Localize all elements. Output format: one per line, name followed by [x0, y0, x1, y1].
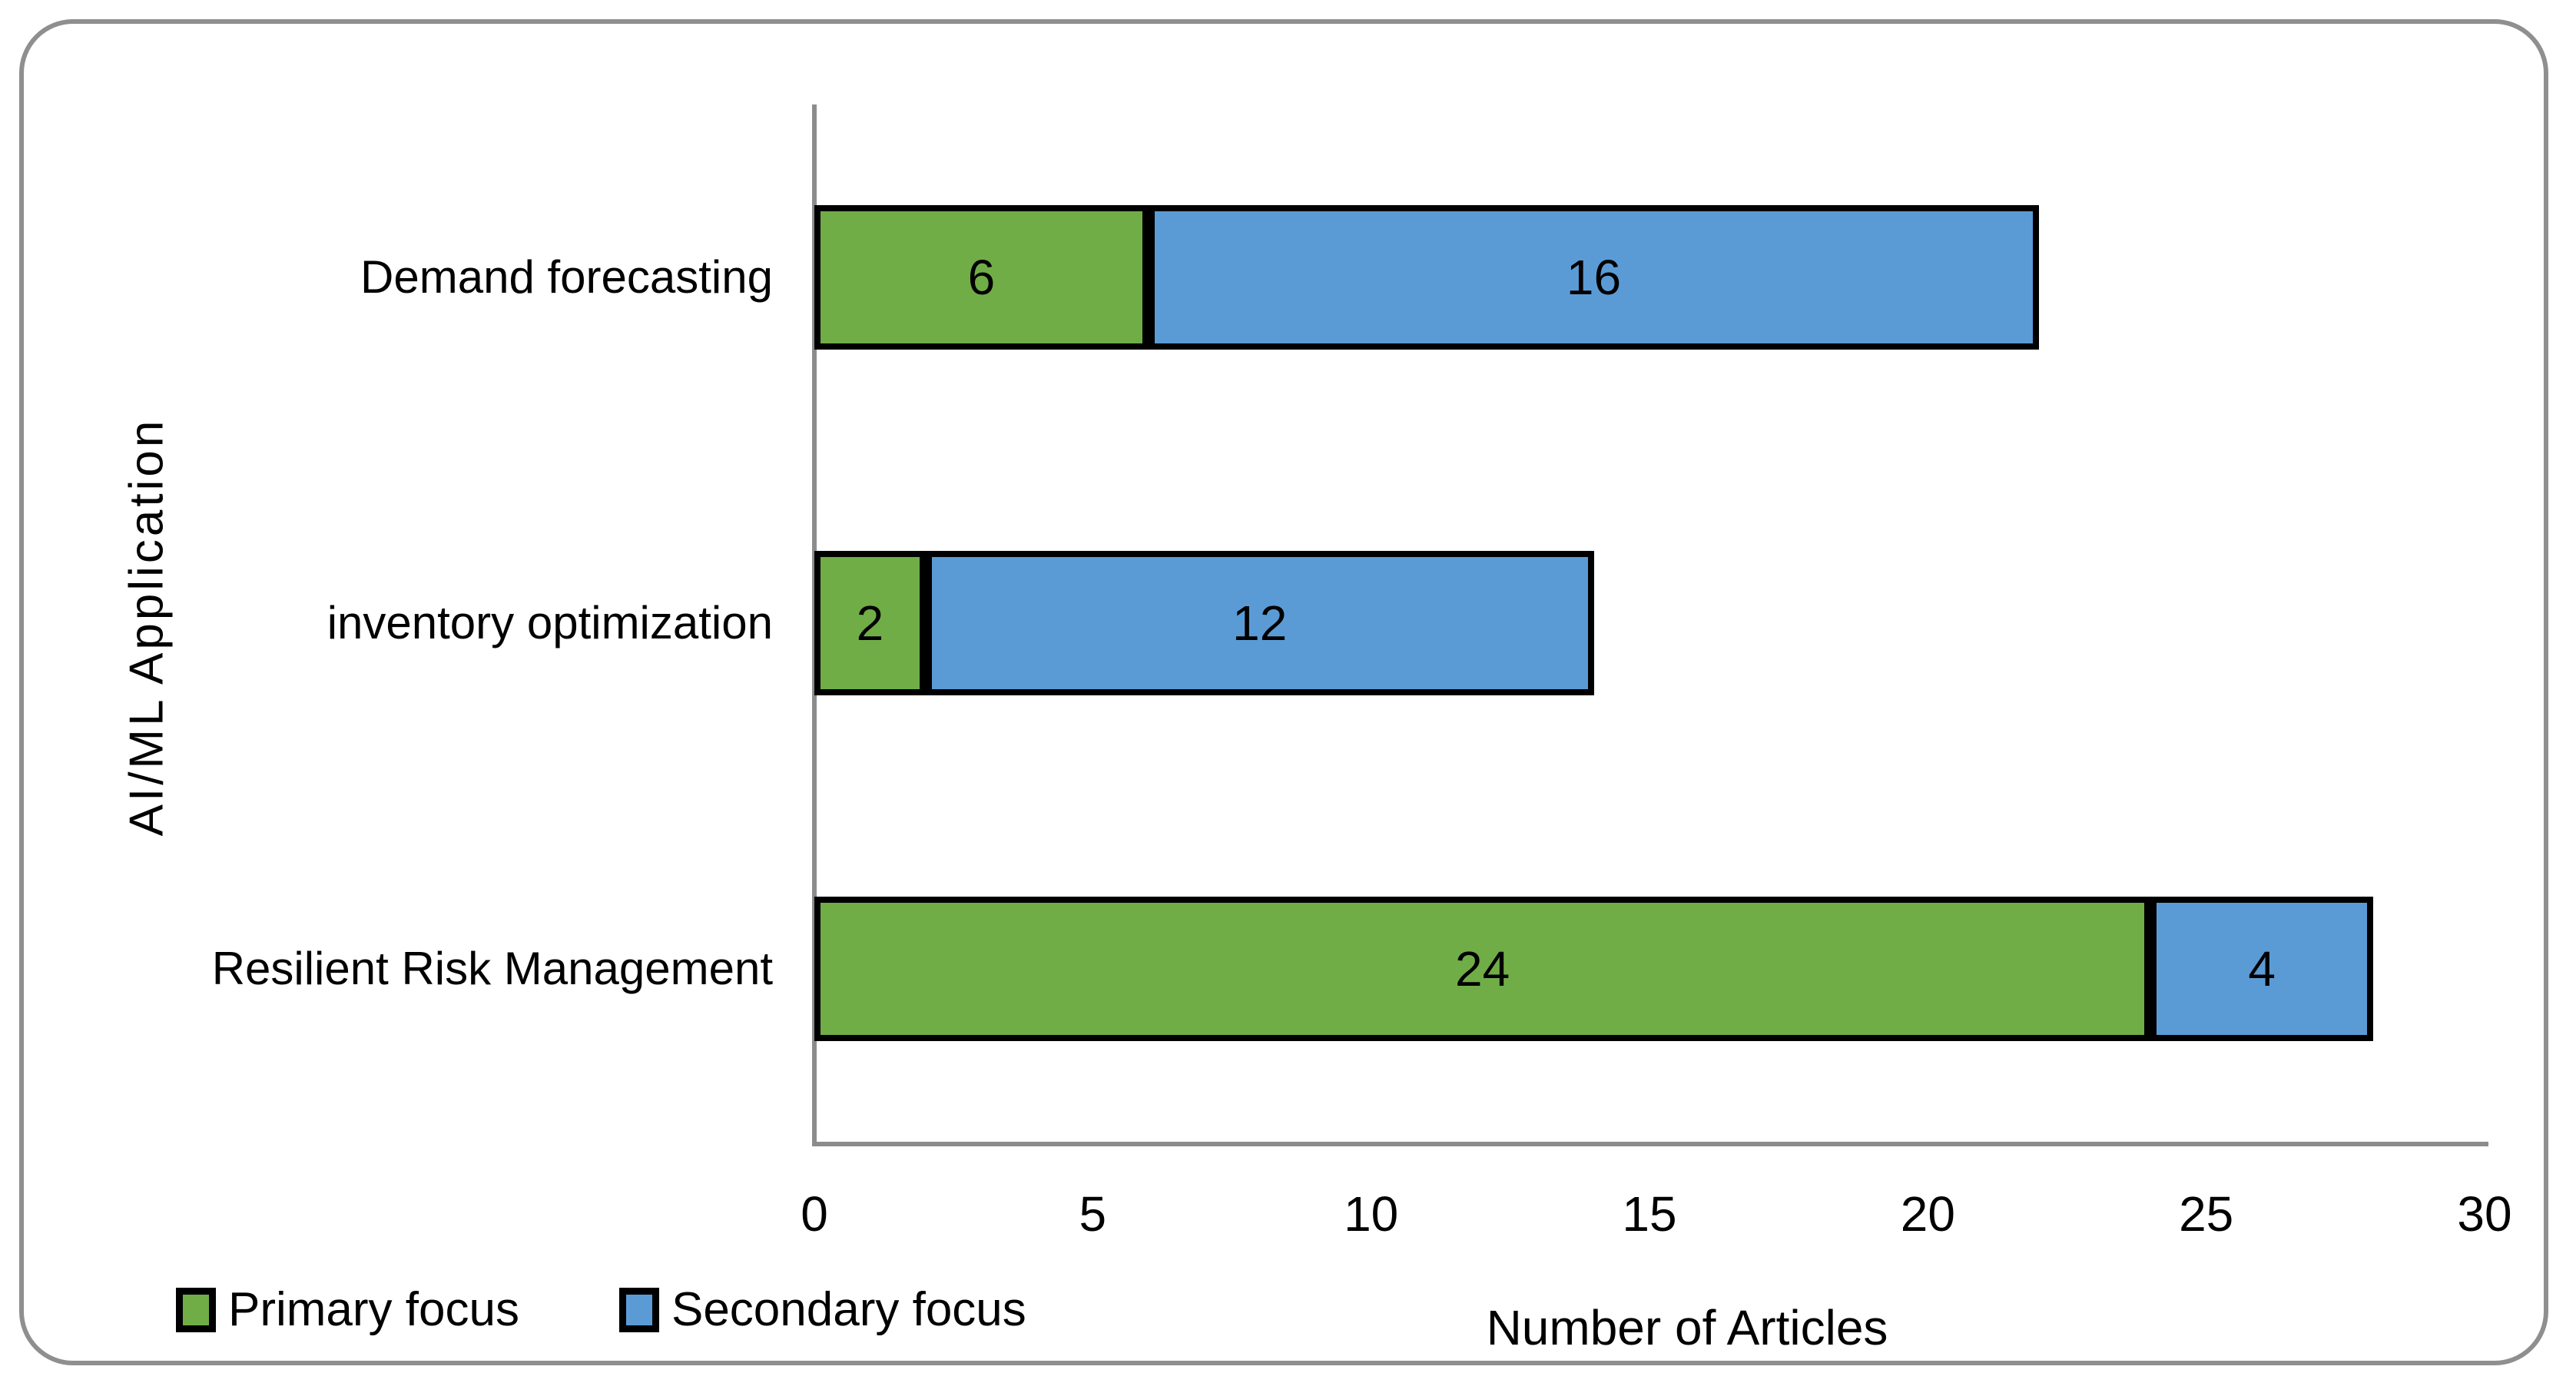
x-axis-tick-label: 20	[1900, 1186, 1955, 1242]
bar-value-label: 4	[2248, 941, 2276, 997]
category-label: Demand forecasting	[360, 251, 773, 303]
bar-segment-secondary: 4	[2150, 897, 2374, 1041]
x-axis-tick-label: 30	[2457, 1186, 2512, 1242]
legend-swatch	[618, 1288, 659, 1332]
x-axis-tick-label: 0	[801, 1186, 828, 1242]
legend-label: Secondary focus	[671, 1283, 1026, 1336]
chart-frame: 6 16 Demand forecasting 2 12 inventory optimi…	[19, 19, 2548, 1365]
bar-value-label: 12	[1232, 595, 1288, 651]
bar-segment-primary: 24	[814, 897, 2151, 1041]
x-axis-tick-label: 15	[1622, 1186, 1677, 1242]
bar-value-label: 24	[1455, 941, 1510, 997]
x-axis-title: Number of Articles	[1486, 1300, 1888, 1355]
bar-value-label: 2	[856, 595, 884, 651]
bar-value-label: 6	[967, 250, 996, 305]
category-label: Resilient Risk Management	[211, 943, 773, 994]
legend: Primary focus Secondary focus	[176, 1281, 1026, 1339]
bar-segment-primary: 2	[814, 551, 926, 695]
bar-value-label: 16	[1566, 250, 1622, 305]
x-axis-tick-label: 5	[1079, 1186, 1107, 1242]
bar-segment-secondary: 16	[1148, 205, 2040, 350]
category-label: inventory optimization	[327, 597, 773, 648]
y-axis-title: AI/ML Application	[120, 417, 174, 837]
legend-item: Secondary focus	[618, 1281, 1026, 1339]
bar-segment-secondary: 12	[925, 551, 1594, 695]
bar-segment-primary: 6	[814, 205, 1149, 350]
x-axis-tick-label: 25	[2179, 1186, 2234, 1242]
legend-item: Primary focus	[176, 1281, 519, 1339]
x-axis-line	[812, 1142, 2488, 1146]
x-axis-tick-label: 10	[1344, 1186, 1399, 1242]
legend-label: Primary focus	[228, 1283, 519, 1336]
legend-swatch	[176, 1288, 216, 1332]
